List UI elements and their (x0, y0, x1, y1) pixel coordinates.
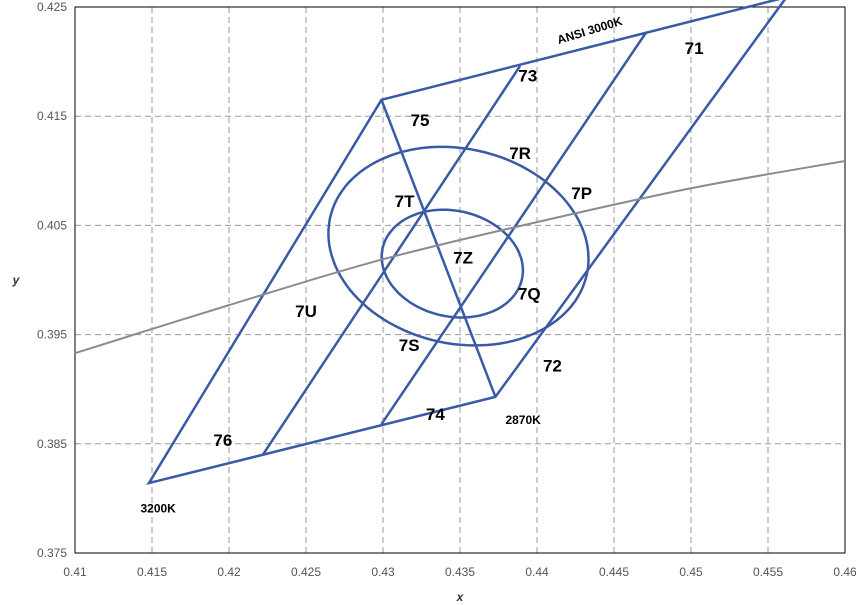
plot-frame (74, 6, 846, 554)
label-7z: 7Z (453, 249, 473, 268)
x-tick-label: 0.415 (137, 565, 167, 579)
x-tick-label: 0.435 (445, 565, 475, 579)
y-tick-label: 0.425 (37, 0, 67, 14)
x-tick-label: 0.425 (291, 565, 321, 579)
macadam-ellipse (380, 208, 525, 319)
x-axis-title: x (456, 590, 465, 604)
x-tick-label: 0.42 (217, 565, 241, 579)
label-7q: 7Q (518, 285, 541, 304)
x-tick-label: 0.41 (63, 565, 87, 579)
y-tick-label: 0.385 (37, 437, 67, 451)
quadrangle-divider (261, 65, 522, 456)
quadrangle-outline (146, 0, 786, 486)
label-3200k: 3200K (140, 502, 176, 516)
label-73: 73 (518, 66, 537, 85)
x-tick-label: 0.455 (753, 565, 783, 579)
grid (75, 7, 845, 553)
y-tick-label: 0.375 (37, 546, 67, 560)
macadam-ellipse (327, 145, 590, 347)
x-tick-label: 0.445 (599, 565, 629, 579)
x-tick-label: 0.46 (833, 565, 857, 579)
label-7p: 7P (571, 184, 592, 203)
y-tick-label: 0.395 (37, 328, 67, 342)
y-axis-title: y (12, 273, 21, 287)
label-75: 75 (410, 111, 429, 130)
label-7s: 7S (399, 336, 420, 355)
label-7u: 7U (295, 302, 317, 321)
x-tick-label: 0.45 (679, 565, 703, 579)
label-74: 74 (426, 405, 445, 424)
label-71: 71 (685, 39, 704, 58)
label-72: 72 (543, 357, 562, 376)
x-tick-label: 0.44 (525, 565, 549, 579)
label-76: 76 (213, 431, 232, 450)
label-7t: 7T (395, 192, 415, 211)
x-tick-labels: 0.41 0.415 0.42 0.425 0.43 0.435 0.44 0.445 0.45… (63, 565, 857, 579)
label-2870k: 2870K (505, 413, 541, 427)
planckian-locus (74, 159, 846, 355)
x-tick-label: 0.43 (371, 565, 395, 579)
quadrangle-divider (380, 99, 497, 398)
y-tick-labels: 0.375 0.385 0.395 0.405 0.415 0.425 (37, 0, 67, 560)
y-tick-label: 0.415 (37, 109, 67, 123)
y-tick-label: 0.405 (37, 218, 67, 232)
label-7r: 7R (509, 144, 531, 163)
series-layer (74, 0, 846, 486)
